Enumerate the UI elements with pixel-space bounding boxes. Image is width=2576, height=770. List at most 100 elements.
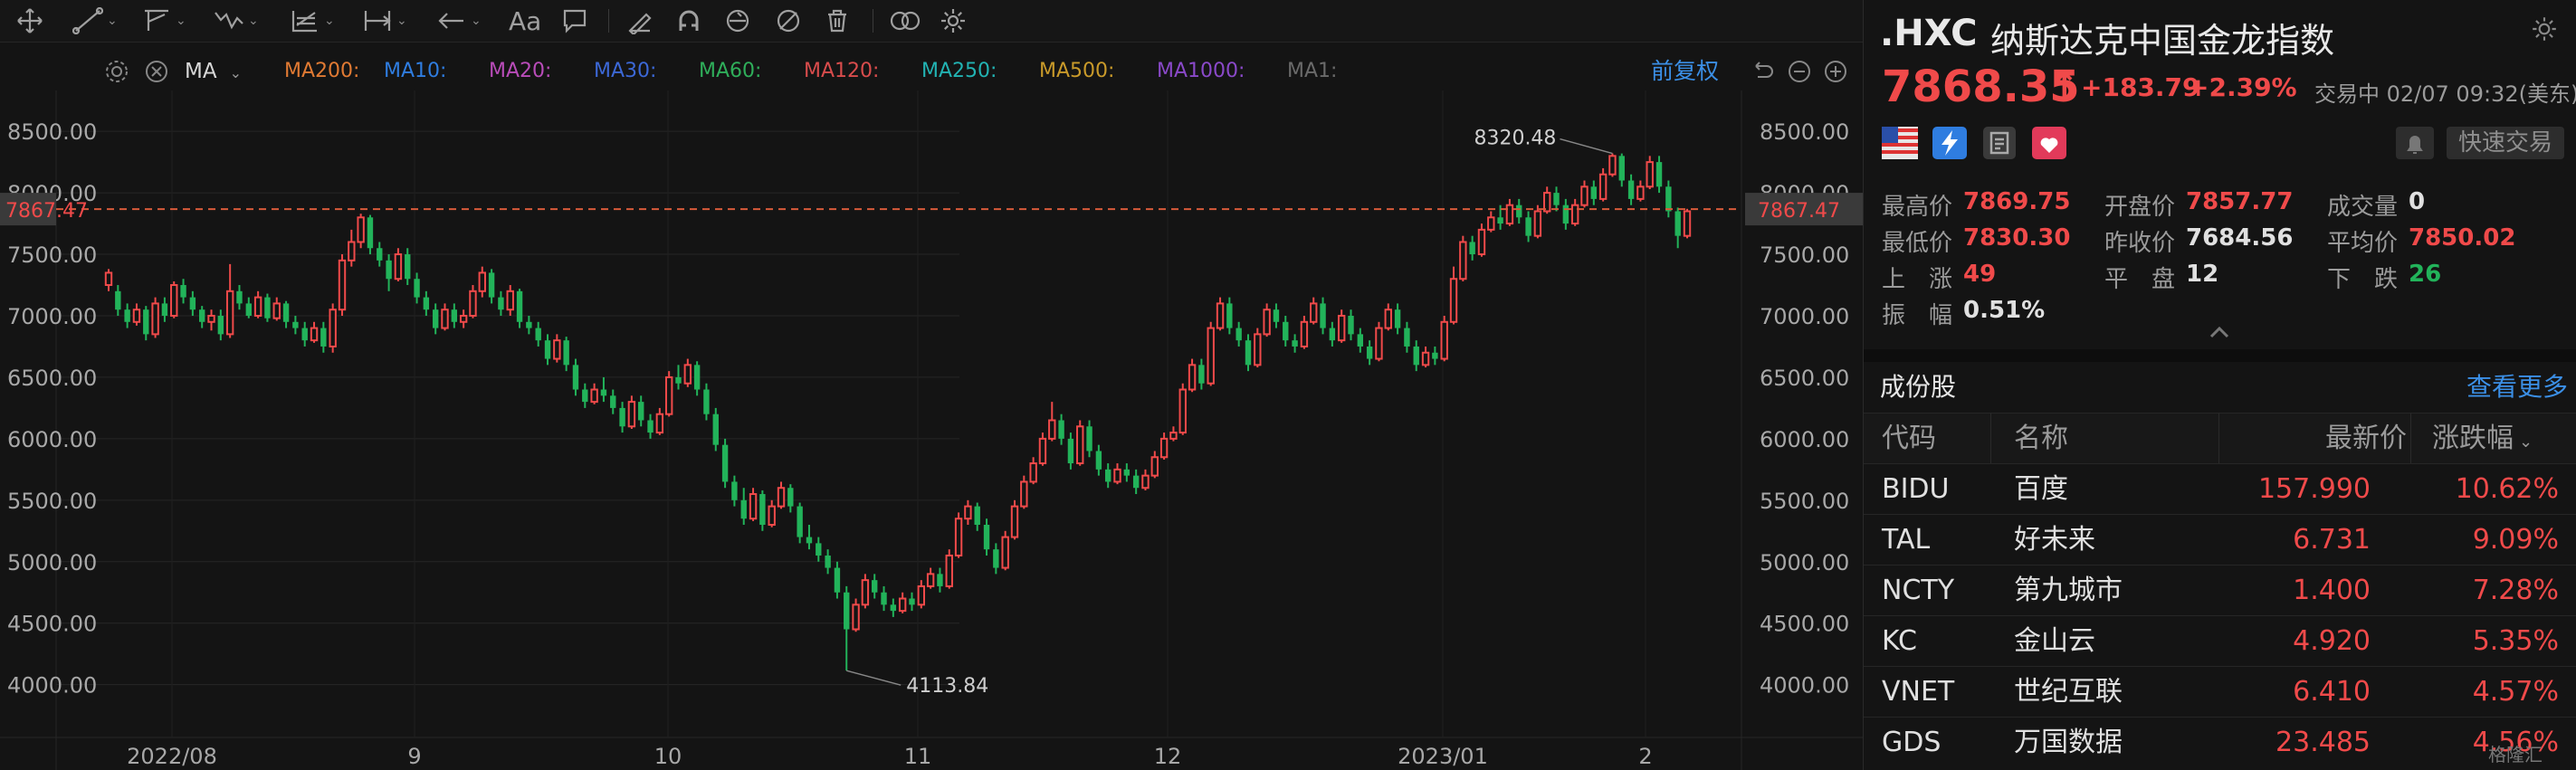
col-price[interactable]: 最新价: [2325, 423, 2407, 454]
col-change-pct[interactable]: 涨跌幅 ⌄: [2432, 423, 2533, 454]
ma-label-200: MA200:: [284, 60, 360, 82]
ma-close-icon[interactable]: [143, 56, 170, 87]
stat-volume: 0: [2409, 188, 2426, 215]
constituents-title: 成份股: [1880, 372, 1957, 402]
text-tool-icon[interactable]: Aa: [509, 5, 542, 36]
stat-label-amplitude: 振 幅: [1882, 302, 1953, 329]
candle-body: [1440, 320, 1448, 360]
panel-settings-icon[interactable]: [2530, 14, 2559, 47]
candlestick-chart[interactable]: 8500.008000.007500.007000.006500.006000.…: [0, 0, 1863, 770]
candle-body: [1618, 156, 1625, 181]
candle: [1477, 223, 1486, 257]
quick-trade-button[interactable]: 快速交易: [2447, 127, 2564, 159]
candle-body: [441, 309, 449, 329]
candle: [143, 306, 149, 341]
candle: [1580, 180, 1589, 208]
ma-label-120: MA120:: [804, 60, 880, 82]
see-more-link[interactable]: 查看更多: [2466, 372, 2569, 402]
table-row[interactable]: TAL 好未来 6.731 9.09%: [1864, 514, 2576, 566]
candle: [1404, 321, 1410, 353]
candle-body: [198, 309, 205, 322]
candle-body: [1516, 204, 1522, 218]
stat-label-up: 上 涨: [1882, 266, 1953, 293]
collapse-chevron-icon[interactable]: [2206, 322, 2233, 346]
move-icon[interactable]: [16, 5, 43, 36]
settings-icon[interactable]: [940, 5, 967, 36]
alert-bell-icon[interactable]: [2396, 127, 2434, 159]
adjust-price-button[interactable]: 前复权: [1651, 58, 1720, 84]
candle-body: [1469, 242, 1475, 255]
favorite-heart-icon[interactable]: [2032, 127, 2066, 159]
candle-body: [590, 388, 598, 404]
candle: [1226, 297, 1233, 335]
candle-body: [683, 364, 692, 385]
ma-label-30: MA30:: [594, 60, 657, 82]
candle-body: [664, 375, 673, 415]
candle: [423, 290, 430, 316]
candle-body: [1525, 217, 1531, 236]
polyline-tool-icon[interactable]: ⌄: [141, 5, 186, 36]
candle: [590, 383, 598, 404]
candle: [1543, 186, 1551, 214]
measure-tool-icon[interactable]: ⌄: [362, 5, 407, 36]
hide-icon[interactable]: [775, 5, 802, 36]
candle-body: [1348, 315, 1354, 335]
candle: [151, 297, 159, 338]
level2-icon[interactable]: [1932, 127, 1967, 159]
candle: [777, 481, 786, 509]
fib-tool-icon[interactable]: ⌄: [290, 5, 335, 36]
candle: [1169, 426, 1178, 442]
candle: [1487, 211, 1495, 233]
x-tick-label: 2022/08: [127, 744, 217, 769]
candle-body: [526, 321, 532, 328]
magnet-icon[interactable]: [675, 5, 702, 36]
candle-body: [693, 365, 701, 390]
candle-body: [1263, 309, 1271, 336]
document-icon[interactable]: [1983, 127, 2016, 159]
zoom-out-icon[interactable]: [1787, 56, 1812, 87]
lock-icon[interactable]: [724, 5, 751, 36]
y-tick-label: 6000.00: [7, 427, 97, 452]
last-price: 7868.35: [1882, 62, 2080, 112]
candle: [207, 309, 215, 331]
candle-body: [1357, 334, 1364, 347]
x-tick-label: 2023/01: [1398, 744, 1488, 769]
arrow-tool-icon[interactable]: ⌄: [436, 5, 482, 36]
wave-tool-icon[interactable]: ⌄: [214, 5, 259, 36]
candle-body: [768, 505, 776, 526]
candle-body: [253, 296, 262, 317]
ma-settings-icon[interactable]: [103, 56, 130, 87]
candle-body: [292, 321, 299, 328]
candle-body: [414, 279, 420, 298]
table-row[interactable]: NCTY 第九城市 1.400 7.28%: [1864, 565, 2576, 616]
candle-body: [423, 297, 430, 310]
stat-amplitude: 0.51%: [1963, 297, 2046, 324]
candle: [1292, 334, 1298, 353]
overlay-icon[interactable]: [887, 5, 923, 36]
candle-body: [488, 272, 495, 298]
table-row[interactable]: GDS 万国数据 23.485 4.56%: [1864, 717, 2576, 768]
line-tool-icon[interactable]: ⌄: [72, 5, 118, 36]
table-row[interactable]: BIDU 百度 157.990 10.62%: [1864, 463, 2576, 515]
candle: [797, 502, 803, 544]
col-name[interactable]: 名称: [2014, 423, 2068, 454]
table-row[interactable]: KC 金山云 4.920 5.35%: [1864, 615, 2576, 667]
candle: [1505, 198, 1514, 226]
zoom-in-icon[interactable]: [1823, 56, 1848, 87]
reset-icon[interactable]: [1751, 56, 1776, 87]
candle: [394, 248, 403, 281]
candle: [553, 334, 561, 363]
pen-icon[interactable]: [626, 5, 654, 36]
candle-body: [1095, 451, 1102, 470]
candle: [768, 499, 776, 528]
candle-body: [1076, 425, 1084, 465]
comment-tool-icon[interactable]: [561, 5, 588, 36]
col-code[interactable]: 代码: [1882, 423, 1936, 454]
up-arrow-icon: ↑: [2050, 65, 2079, 105]
candle-body: [478, 271, 486, 292]
ma-indicator-select[interactable]: MA ⌄: [185, 60, 242, 83]
trash-icon[interactable]: [824, 5, 851, 36]
table-row[interactable]: VNET 世纪互联 6.410 4.57%: [1864, 666, 2576, 718]
candle-body: [338, 259, 347, 311]
candle-body: [1432, 352, 1438, 359]
